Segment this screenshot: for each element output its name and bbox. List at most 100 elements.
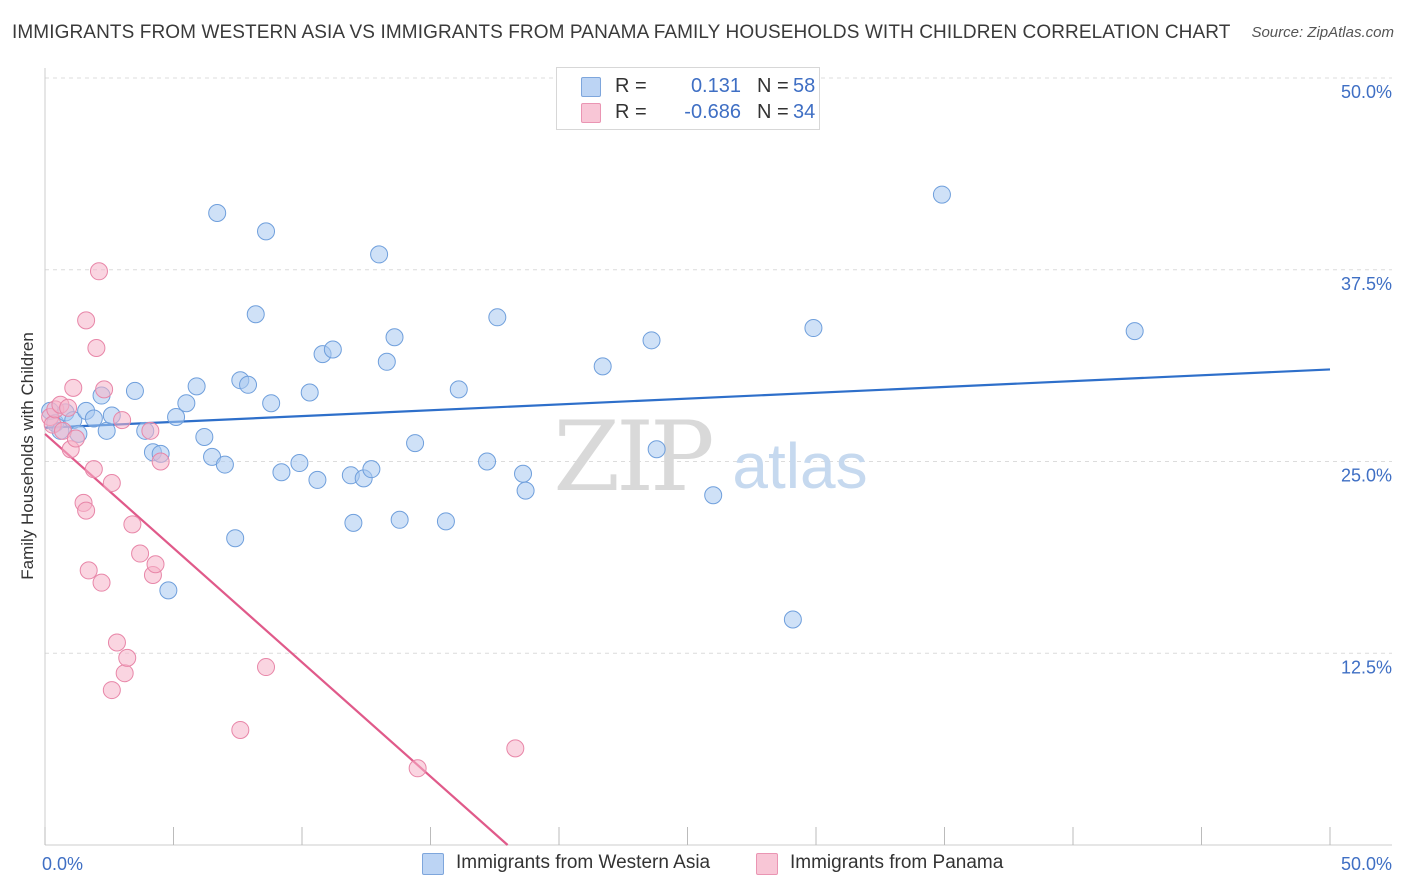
legend-r-value: 0.131 (690, 75, 741, 97)
panama-point (64, 378, 83, 397)
panama-point (87, 338, 106, 357)
legend-swatch-blue (581, 77, 601, 97)
western-asia-point (344, 513, 363, 532)
western-asia-point (290, 454, 309, 473)
bottom-legend-swatch-blue (422, 853, 444, 875)
western-asia-point (272, 463, 291, 482)
western-asia-point (390, 510, 409, 529)
western-asia-point (385, 328, 404, 347)
western-asia-point (257, 222, 276, 241)
panama-point (257, 658, 276, 677)
panama-point (151, 452, 170, 471)
western-asia-point (262, 394, 281, 413)
legend-r-label: R = (615, 101, 647, 123)
western-asia-point (804, 319, 823, 338)
panama-point (77, 501, 96, 520)
western-asia-point (436, 512, 455, 531)
western-asia-point (783, 610, 802, 629)
data-points (41, 185, 1144, 778)
western-asia-point (642, 331, 661, 350)
western-asia-point (215, 455, 234, 474)
western-asia-point (932, 185, 951, 204)
western-asia-point (226, 529, 245, 548)
tick-labels: 12.5% 25.0% 37.5% 50.0% 0.0% 50.0% (42, 82, 1392, 874)
legend-r-value: -0.686 (684, 101, 741, 123)
panama-point (84, 460, 103, 479)
x-tick-label: 0.0% (42, 854, 83, 874)
panama-point (102, 681, 121, 700)
trend-lines (44, 368, 1331, 846)
western-asia-point (647, 440, 666, 459)
panama-point (141, 421, 160, 440)
bottom-legend-label: Immigrants from Panama (790, 852, 1004, 873)
bottom-legend-swatch-pink (756, 853, 778, 875)
panama-point (506, 739, 525, 758)
source-label: Source: ZipAtlas.com (1251, 24, 1394, 41)
western-asia-point (125, 381, 144, 400)
western-asia-point (377, 352, 396, 371)
panama-point (113, 411, 132, 430)
western-asia-point (370, 245, 389, 264)
axes (44, 68, 1392, 846)
panama-point (59, 398, 78, 417)
western-asia-point (239, 375, 258, 394)
legend-r-label: R = (615, 75, 647, 97)
correlation-legend: R = 0.131 N = 58 R = -0.686 N = 34 (556, 67, 820, 130)
western-asia-trend-line (44, 368, 1331, 429)
panama-point (77, 311, 96, 330)
western-asia-point (97, 421, 116, 440)
western-asia-point (195, 427, 214, 446)
western-asia-point (187, 377, 206, 396)
western-asia-point (488, 308, 507, 327)
panama-point (102, 473, 121, 492)
x-tick-label: 50.0% (1341, 854, 1392, 874)
legend-n-label: N = (757, 101, 789, 123)
panama-point (89, 262, 108, 281)
western-asia-point (323, 340, 342, 359)
legend-n-value: 58 (793, 75, 816, 97)
panama-point (146, 555, 165, 574)
y-tick-label: 12.5% (1341, 657, 1392, 677)
western-asia-point (300, 383, 319, 402)
panama-point (231, 720, 250, 739)
western-asia-point (159, 581, 178, 600)
western-asia-point (362, 460, 381, 479)
western-asia-point (1125, 322, 1144, 341)
western-asia-point (84, 409, 103, 428)
western-asia-point (308, 470, 327, 489)
chart-title: IMMIGRANTS FROM WESTERN ASIA VS IMMIGRAN… (12, 22, 1231, 43)
panama-point (95, 380, 114, 399)
panama-point (66, 429, 85, 448)
y-tick-label: 25.0% (1341, 466, 1392, 486)
y-tick-label: 50.0% (1341, 82, 1392, 102)
western-asia-point (177, 394, 196, 413)
y-tick-label: 37.5% (1341, 274, 1392, 294)
panama-point (408, 759, 427, 778)
watermark-atlas: atlas (732, 430, 867, 502)
western-asia-point (167, 408, 186, 427)
panama-point (115, 664, 134, 683)
legend-n-label: N = (757, 75, 789, 97)
legend-n-value: 34 (793, 101, 816, 123)
panama-trend-line (44, 433, 509, 846)
western-asia-point (593, 357, 612, 376)
panama-point (92, 573, 111, 592)
watermark-zip: ZIP (553, 401, 712, 513)
legend-swatch-pink (581, 103, 601, 123)
bottom-legend-label: Immigrants from Western Asia (456, 852, 711, 873)
western-asia-point (406, 434, 425, 453)
grid-lines (45, 77, 1392, 654)
western-asia-point (514, 464, 533, 483)
panama-point (123, 515, 142, 534)
western-asia-point (478, 452, 497, 471)
panama-point (79, 561, 98, 580)
western-asia-point (449, 380, 468, 399)
panama-point (118, 648, 137, 667)
western-asia-point (246, 305, 265, 324)
western-asia-point (704, 486, 723, 505)
western-asia-point (516, 481, 535, 500)
western-asia-point (208, 203, 227, 222)
panama-point (131, 544, 150, 563)
panama-point (107, 633, 126, 652)
